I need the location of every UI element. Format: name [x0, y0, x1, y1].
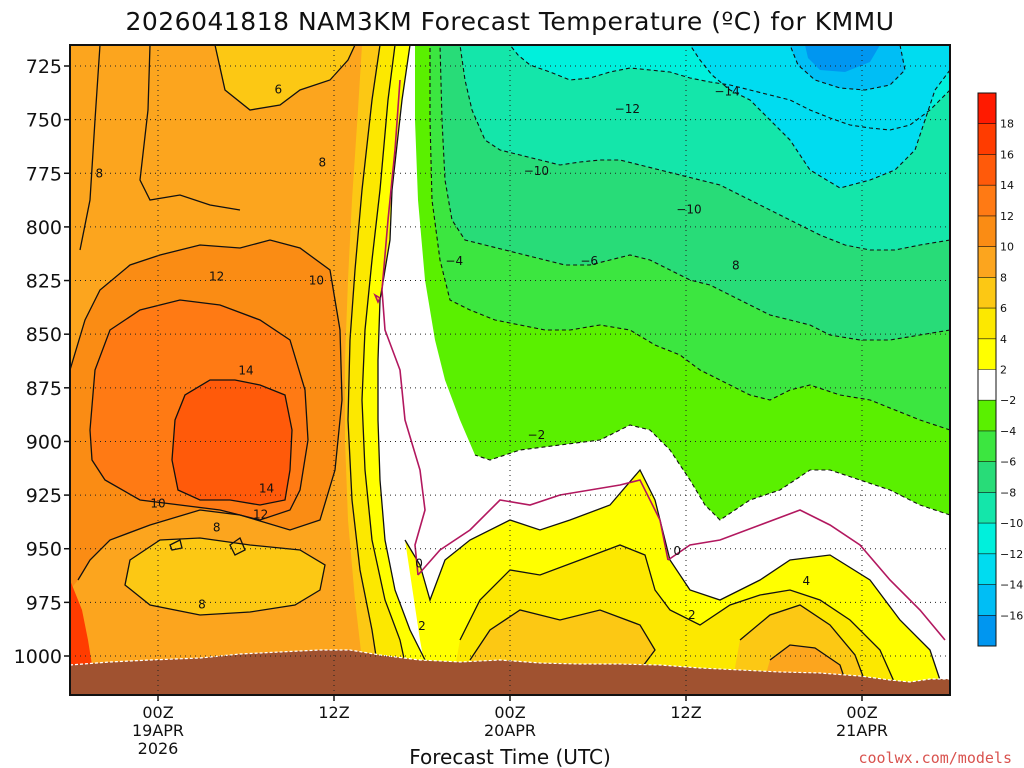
colorbar-swatch: [978, 369, 996, 401]
warm-contour-lines: [70, 45, 946, 695]
contour-label: 8: [96, 166, 104, 180]
colorbar-swatch: [978, 584, 996, 616]
y-tick-label: 800: [26, 217, 62, 239]
x-tick-hour: 12Z: [670, 703, 701, 722]
contour-label: 0: [673, 544, 681, 558]
contour-label: −10: [524, 164, 549, 178]
colorbar-tick-label: 18: [1000, 118, 1014, 131]
colorbar-swatch: [978, 185, 996, 217]
credit-text: coolwx.com/models: [858, 749, 1012, 767]
contour-label: 10: [150, 497, 165, 511]
y-tick-label: 975: [26, 592, 62, 614]
region-14-to-16: [172, 380, 292, 505]
contour-label: 12: [209, 269, 224, 283]
ground-edge: [70, 649, 950, 683]
y-tick-label: 775: [26, 163, 62, 185]
colorbar-swatch: [978, 430, 996, 463]
contour-label: −10: [676, 203, 701, 217]
contour-label: 8: [213, 520, 221, 534]
colorbar-swatch: [978, 123, 996, 155]
colorbar-tick-label: −12: [1000, 548, 1023, 561]
colorbar-swatch: [978, 492, 996, 524]
plot-area: [70, 45, 950, 695]
colorbar-swatch: [978, 246, 996, 278]
region-below-minus16: [805, 45, 880, 72]
contour-label: 10: [309, 274, 324, 288]
contour-label: 8: [732, 259, 740, 273]
colorbar-swatch: [978, 615, 996, 647]
x-tick-date: 21APR: [836, 721, 888, 740]
x-tick-date: 19APR: [132, 721, 184, 740]
colorbar-tick-label: 10: [1000, 241, 1014, 254]
x-axis-label: Forecast Time (UTC): [409, 745, 611, 768]
colorbar-tick-label: 6: [1000, 302, 1007, 315]
contour-label: 2: [418, 619, 426, 633]
pocket-6-to-8: [125, 538, 325, 615]
y-axis: 725 750 775 800 825 850 875 900 925 950 975 1000: [14, 56, 70, 668]
colorbar-swatch: [978, 553, 996, 586]
y-tick-label: 925: [26, 485, 62, 507]
y-tick-label: 950: [26, 539, 62, 561]
colorbar-tick-label: −6: [1000, 456, 1016, 469]
colorbar-swatch: [978, 400, 996, 432]
x-tick-hour: 00Z: [494, 703, 525, 722]
colorbar: 18 16 14 12 10 8 6 4 2 −2 −4 −6 −8 −10 −12 −14 −16: [977, 92, 1023, 647]
contour-label: 2: [688, 608, 696, 622]
colorbar-swatch: [978, 308, 996, 340]
cold-contour-lines: [429, 45, 950, 521]
gridlines: [70, 45, 950, 695]
y-tick-label: 750: [26, 110, 62, 132]
y-tick-label: 875: [26, 378, 62, 400]
colorbar-tick-label: 8: [1000, 271, 1007, 284]
contour-label: −6: [580, 254, 598, 268]
x-tick-hour: 00Z: [142, 703, 173, 722]
colorbar-tick-label: 4: [1000, 333, 1007, 346]
colorbar-swatch: [978, 277, 996, 309]
chart-title: 2026041818 NAM3KM Forecast Temperature (…: [125, 7, 894, 36]
contour-label: 8: [198, 598, 206, 612]
colorbar-swatch: [978, 154, 996, 186]
colorbar-swatch: [978, 215, 996, 248]
contour-label: −14: [714, 85, 739, 99]
x-tick-hour: 12Z: [318, 703, 349, 722]
colorbar-tick-label: 12: [1000, 210, 1014, 223]
colorbar-tick-label: −16: [1000, 609, 1023, 622]
x-tick-year: 2026: [138, 739, 179, 758]
colorbar-tick-label: −8: [1000, 486, 1016, 499]
colorbar-tick-label: 14: [1000, 179, 1014, 192]
contour-label: −2: [528, 428, 546, 442]
colorbar-tick-label: 16: [1000, 148, 1014, 161]
colorbar-tick-label: −10: [1000, 517, 1023, 530]
ground-surface: [70, 650, 950, 695]
x-tick-hour: 00Z: [846, 703, 877, 722]
contour-labels: 6 8 8 12 10 14 14 10 12 8 8 −4 −6 8 −10 −10 −12 −14 −2 0 0 2 2…: [96, 83, 811, 633]
contour-label: 0: [415, 557, 423, 571]
colorbar-swatch: [978, 523, 996, 555]
colorbar-swatch: [978, 461, 996, 493]
region-surface-warm: [70, 580, 92, 665]
y-tick-label: 850: [26, 324, 62, 346]
colorbar-tick-label: −14: [1000, 579, 1023, 592]
colorbar-swatch: [978, 338, 996, 370]
contour-label: −4: [445, 254, 463, 268]
y-tick-label: 825: [26, 271, 62, 293]
contour-label: 14: [259, 482, 274, 496]
colorbar-tick-label: −2: [1000, 394, 1016, 407]
contour-label: 6: [274, 83, 282, 97]
colorbar-tick-label: −4: [1000, 425, 1016, 438]
y-tick-label: 900: [26, 431, 62, 453]
y-tick-label: 725: [26, 56, 62, 78]
x-tick-date: 20APR: [484, 721, 536, 740]
colorbar-swatch: [978, 93, 996, 125]
contour-label: 12: [253, 507, 268, 521]
contour-label: −12: [615, 102, 640, 116]
contour-label: 8: [318, 156, 326, 170]
contour-label: 14: [238, 364, 253, 378]
colorbar-tick-label: 2: [1000, 364, 1007, 377]
y-tick-label: 1000: [14, 646, 62, 668]
contour-label: 4: [802, 574, 810, 588]
